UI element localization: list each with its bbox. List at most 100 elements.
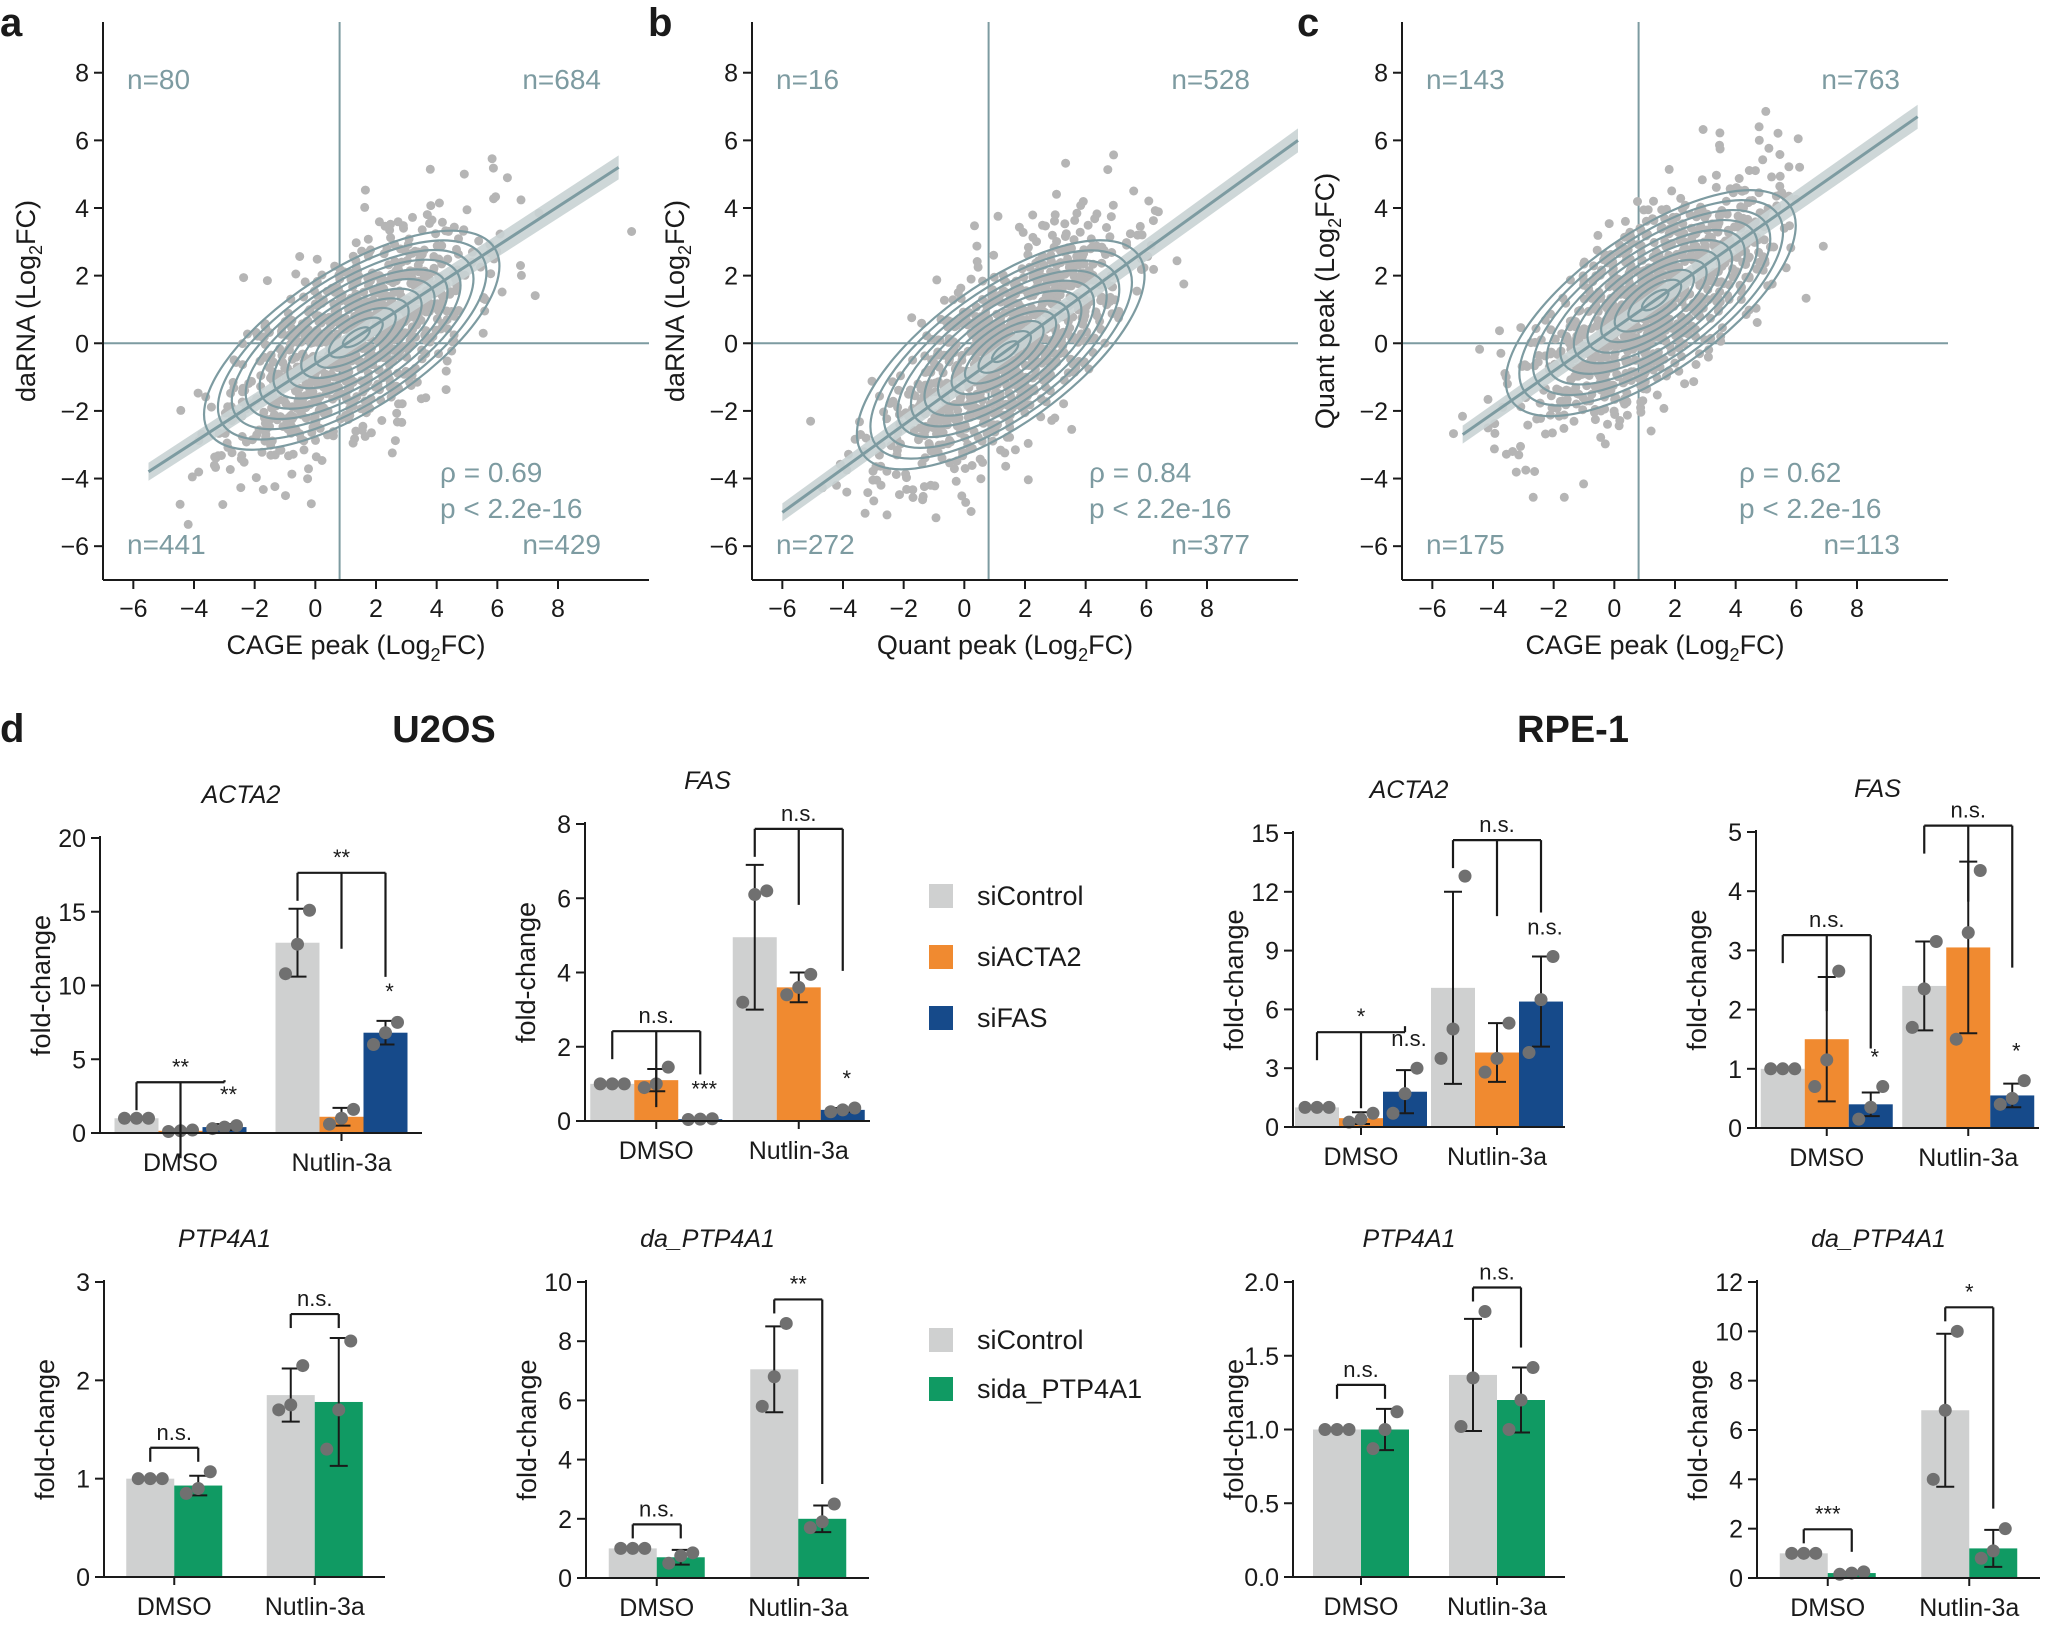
replicate-dot <box>1905 1020 1919 1034</box>
significance-label: n.s. <box>639 1003 674 1028</box>
scatter-point <box>305 305 315 315</box>
x-tick-label: −6 <box>119 595 148 623</box>
scatter-point <box>459 169 469 179</box>
scatter-point <box>1769 242 1779 252</box>
replicate-dot <box>323 1117 336 1131</box>
scatter-chart-c: −6 −4 −2 0 2 4 6 8 −6 −4 −2 0 2 4 6 8 CAGE peak (Log2FC)… <box>1310 22 1948 665</box>
x-tick-label: Nutlin-3a <box>291 1149 391 1177</box>
significance-label: n.s. <box>1951 798 1986 823</box>
significance-bracket <box>1451 839 1543 917</box>
scatter-point <box>1659 403 1669 413</box>
y-tick-label: 6 <box>1374 127 1388 155</box>
replicate-dot <box>693 1112 707 1126</box>
scatter-point <box>891 470 901 479</box>
scatter-point <box>1090 214 1100 224</box>
bar <box>1760 1068 1805 1128</box>
scatter-point <box>1620 216 1630 226</box>
replicate-dot <box>218 1120 231 1134</box>
scatter-point <box>422 210 432 220</box>
significance-bracket <box>611 1030 702 1108</box>
scatter-point <box>298 319 307 329</box>
scatter-point <box>934 349 943 359</box>
replicate-dot <box>681 1113 695 1127</box>
scatter-point <box>210 452 220 462</box>
scatter-point <box>291 331 301 341</box>
p-value: p < 2.2e-16 <box>1089 493 1231 524</box>
scatter-point <box>387 448 397 458</box>
scatter-point <box>251 473 261 483</box>
scatter-point <box>882 510 892 520</box>
scatter-point <box>908 493 918 502</box>
scatter-point <box>259 407 269 417</box>
x-tick-label: DMSO <box>619 1137 694 1165</box>
scatter-point <box>1092 311 1102 321</box>
x-tick-label: 0 <box>957 595 971 623</box>
replicate-dot <box>1318 1423 1332 1436</box>
significance-label: n.s. <box>1391 1026 1426 1051</box>
scatter-point <box>1559 492 1569 502</box>
scatter-point <box>1076 201 1086 210</box>
scatter-point <box>1135 221 1145 231</box>
scatter-point <box>394 399 403 409</box>
replicate-dot <box>391 1015 404 1029</box>
scatter-point <box>1777 188 1787 197</box>
replicate-dot <box>1522 1046 1536 1060</box>
x-tick-label: DMSO <box>1790 1594 1865 1622</box>
scatter-point <box>291 269 301 279</box>
scatter-point <box>1818 241 1828 251</box>
fit-line <box>147 166 620 474</box>
y-tick-label: 2 <box>75 263 89 291</box>
replicate-dot <box>1390 1405 1404 1419</box>
significance-bracket <box>1315 1026 1407 1109</box>
scatter-point <box>1070 215 1080 225</box>
scatter-point <box>1759 235 1769 245</box>
scatter-point <box>1562 395 1572 404</box>
scatter-point <box>953 406 963 415</box>
y-axis-label: fold-change <box>512 1359 542 1500</box>
scatter-point <box>239 273 249 283</box>
scatter-point <box>287 469 297 479</box>
replicate-dot <box>1330 1423 1344 1436</box>
x-axis-label: CAGE peak (Log2FC) <box>1525 630 1784 665</box>
density-contour <box>1586 248 1721 354</box>
scatter-point <box>183 519 193 529</box>
scatter-point <box>241 437 251 447</box>
significance-label: * <box>1870 1045 1879 1070</box>
replicate-dot <box>1973 863 1987 877</box>
scatter-point <box>417 225 427 235</box>
significance-label: * <box>842 1066 851 1091</box>
scatter-point <box>1795 162 1805 172</box>
scatter-point <box>408 212 417 222</box>
scatter-point <box>919 482 929 492</box>
scatter-point <box>1711 182 1721 192</box>
x-tick-label: −4 <box>180 595 209 623</box>
y-axis-label: fold-change <box>1683 1359 1713 1500</box>
replicate-dot <box>320 1442 334 1456</box>
scatter-point <box>434 198 444 208</box>
replicate-dot <box>203 1465 217 1479</box>
scatter-point <box>1758 155 1768 165</box>
bar <box>1313 1429 1361 1577</box>
scatter-chart-b: −6 −4 −2 0 2 4 6 8 −6 −4 −2 0 2 4 6 8 Quant peak (Log2FC… <box>660 22 1299 665</box>
scatter-point <box>1516 441 1525 451</box>
chart-title: PTP4A1 <box>1362 1225 1455 1253</box>
replicate-dot <box>674 1549 688 1563</box>
scatter-point <box>1715 128 1725 138</box>
replicate-dot <box>1785 1546 1799 1560</box>
scatter-point <box>216 451 226 460</box>
scatter-point <box>252 430 262 440</box>
scatter-point <box>497 287 507 297</box>
scatter-point <box>1501 449 1511 459</box>
replicate-dot <box>614 1541 628 1555</box>
replicate-dot <box>804 967 818 981</box>
scatter-point <box>1103 165 1113 175</box>
scatter-point <box>258 485 268 494</box>
significance-label: ** <box>790 1271 808 1296</box>
x-tick-label: −2 <box>240 595 269 623</box>
y-axis-label: fold-change <box>511 902 541 1043</box>
y-tick-label: 0 <box>75 330 89 358</box>
scatter-point <box>1649 196 1658 206</box>
scatter-point <box>363 234 373 244</box>
scatter-point <box>516 195 526 205</box>
scatter-point <box>1595 353 1605 363</box>
